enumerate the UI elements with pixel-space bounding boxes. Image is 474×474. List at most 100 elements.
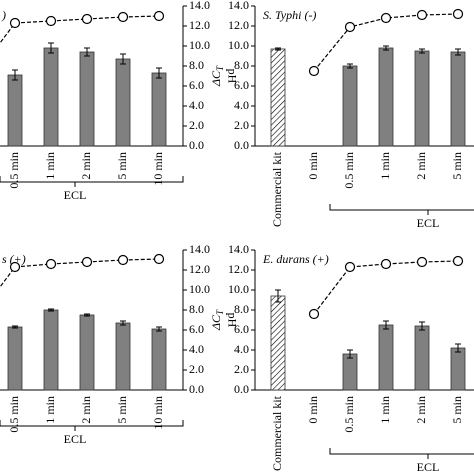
tick-label: 0.0	[189, 382, 204, 396]
tick-label: 4.0	[234, 342, 249, 356]
tick-label: 6.0	[189, 322, 204, 336]
ph-marker	[416, 9, 428, 21]
panel: 0.0 2.0 4.0 6.0 8.0 10.0 12.0 14.0 ΔCT E. durans …	[209, 242, 474, 474]
panel: 0.0 2.0 4.0 6.0 8.0 10.0 12.0 14.0 pH s (+) 0.5 mi…	[0, 242, 239, 446]
tick-label: 6.0	[189, 78, 204, 92]
ph-marker	[153, 253, 165, 265]
panel-title: E. durans (+)	[262, 252, 329, 266]
panel-title: S. Typhi (-)	[263, 8, 316, 22]
ph-marker	[380, 258, 392, 270]
tick-label: 12.0	[189, 18, 210, 32]
tick-label: 14.0	[189, 242, 210, 256]
ph-marker	[380, 12, 392, 24]
error-bar	[455, 48, 461, 56]
x-tick-label: 5 min	[450, 396, 464, 424]
error-bar	[383, 320, 389, 330]
error-bar	[84, 47, 90, 57]
x-tick-label: 0.5 min	[7, 152, 21, 189]
tick-label: 12.0	[189, 262, 210, 276]
tick-label: 2.0	[234, 118, 249, 132]
tick-label: 4.0	[189, 98, 204, 112]
x-tick-label: 1 min	[378, 396, 392, 424]
tick-label: 10.0	[228, 282, 249, 296]
x-tick-label: 2 min	[414, 152, 428, 180]
bar	[378, 47, 394, 147]
x-tick-label: 0.5 min	[7, 396, 21, 433]
tick-label: 0.0	[189, 138, 204, 152]
y-axis-label-main: ΔC	[209, 70, 223, 87]
x-tick-label: Commercial kit	[270, 151, 284, 227]
tick-label: 0.0	[234, 382, 249, 396]
bar	[342, 65, 358, 147]
tick-label: 14.0	[189, 0, 210, 12]
x-tick-label: 0.5 min	[342, 396, 356, 433]
x-tick-label: 2 min	[414, 396, 428, 424]
panel-title: s (+)	[2, 252, 26, 266]
panel: 0.0 2.0 4.0 6.0 8.0 10.0 12.0 14.0 pH) 0.5 min 1 m…	[0, 0, 239, 202]
error-bar	[84, 313, 90, 317]
ph-line	[0, 258, 160, 288]
tick-label: 2.0	[189, 362, 204, 376]
ph-marker	[452, 255, 464, 267]
error-bar	[275, 289, 281, 303]
error-bar	[419, 321, 425, 331]
y-axis-label-sub: T	[215, 309, 225, 315]
ph-marker	[117, 11, 129, 23]
group-label: ECL	[417, 460, 440, 474]
x-tick-label: 1 min	[43, 152, 57, 180]
ph-marker	[416, 256, 428, 268]
group-bracket	[0, 176, 184, 187]
error-bar	[347, 349, 353, 359]
ph-marker	[45, 15, 57, 27]
bar	[79, 51, 95, 147]
bar	[151, 72, 167, 147]
bar	[378, 324, 394, 391]
x-tick-label: 2 min	[79, 152, 93, 180]
x-tick-label: 0 min	[306, 396, 320, 424]
bar	[270, 295, 286, 391]
x-tick-label: 0 min	[306, 152, 320, 180]
x-tick-label: 2 min	[79, 396, 93, 424]
panel-title: )	[1, 8, 6, 22]
tick-label: 14.0	[228, 0, 249, 12]
ph-marker	[9, 17, 21, 29]
group-label: ECL	[64, 432, 87, 446]
bar	[270, 48, 286, 147]
x-tick-label: Commercial kit	[270, 395, 284, 471]
panel: 0.0 2.0 4.0 6.0 8.0 10.0 12.0 14.0 ΔCT S. Typhi (…	[209, 0, 474, 230]
ph-marker	[81, 256, 93, 268]
bar	[414, 50, 430, 147]
bar	[151, 328, 167, 391]
group-bracket	[0, 420, 184, 431]
ph-marker	[344, 261, 356, 273]
y-axis-label-sub: T	[215, 65, 225, 71]
tick-label: 2.0	[189, 118, 204, 132]
error-bar	[383, 45, 389, 51]
y-axis-label: ΔCT	[209, 309, 225, 331]
bar	[342, 353, 358, 391]
tick-label: 8.0	[234, 302, 249, 316]
ph-marker	[45, 258, 57, 270]
group-bracket	[329, 204, 474, 215]
y-axis-label-main: ΔC	[209, 314, 223, 331]
error-bar	[120, 53, 126, 65]
tick-label: 4.0	[234, 98, 249, 112]
error-bar	[120, 320, 126, 326]
error-bar	[48, 308, 54, 312]
bar	[450, 51, 466, 147]
ph-marker	[308, 308, 320, 320]
ph-marker	[308, 65, 320, 77]
bar	[450, 347, 466, 391]
tick-label: 4.0	[189, 342, 204, 356]
error-bar	[419, 48, 425, 54]
x-tick-label: 5 min	[115, 152, 129, 180]
ph-line	[0, 15, 160, 44]
y2-axis-label: pH	[225, 313, 239, 328]
tick-label: 2.0	[234, 362, 249, 376]
ph-marker	[81, 13, 93, 25]
x-tick-label: 1 min	[378, 152, 392, 180]
tick-label: 12.0	[228, 262, 249, 276]
y-axis-label: ΔCT	[209, 65, 225, 87]
